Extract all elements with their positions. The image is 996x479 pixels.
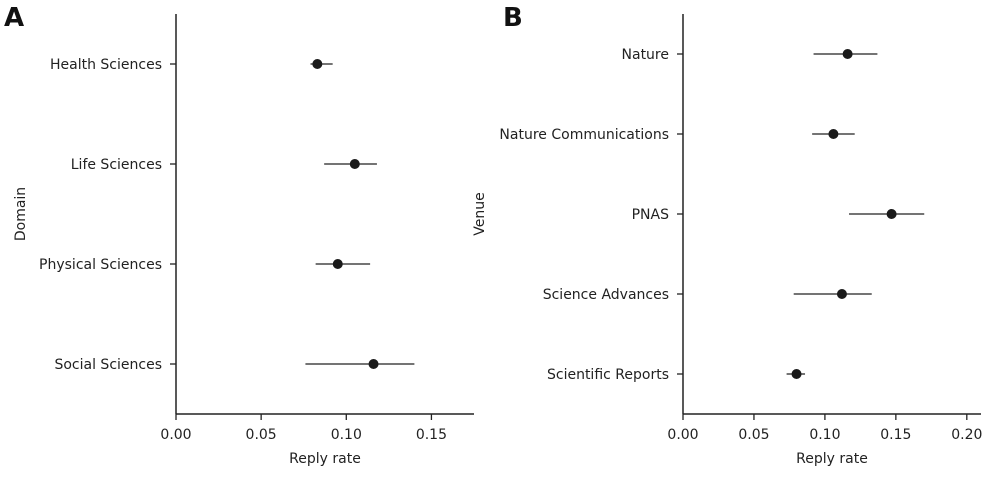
panel-b-x-tick-label: 0.10	[809, 427, 840, 443]
panel-b-x-tick-label: 0.00	[667, 427, 698, 443]
panel-a-data-point	[349, 159, 360, 169]
panel-a-letter: A	[4, 3, 24, 33]
panel-b-data-point	[886, 209, 897, 219]
panel-a-x-tick-label: 0.00	[160, 427, 191, 443]
panel-b-data-point	[836, 289, 847, 299]
panel-b-x-tick-label: 0.20	[951, 427, 982, 443]
panel-b-data-point	[842, 49, 853, 59]
panel-b-y-tick-label: Nature Communications	[499, 127, 669, 143]
panel-a-x-tick-label: 0.10	[331, 427, 362, 443]
panel-b-data-point	[828, 129, 839, 139]
panel-b-y-tick-label: PNAS	[632, 207, 669, 223]
panel-a-plot: 0.00 0.05 0.10 0.15 Health Sciences Life Scie…	[39, 14, 474, 443]
panel-a-data-point	[332, 259, 343, 269]
panel-a-x-tick-label: 0.05	[246, 427, 277, 443]
panel-a-y-tick-label: Health Sciences	[50, 57, 162, 73]
panel-a-data-point	[312, 59, 323, 69]
panel-b-data-point	[791, 369, 802, 379]
panel-a-y-tick-label: Physical Sciences	[39, 257, 162, 273]
panel-a-x-axis-label: Reply rate	[289, 451, 361, 467]
panel-a-x-tick-label: 0.15	[416, 427, 447, 443]
panel-b-letter: B	[503, 3, 523, 33]
panel-a-y-tick-label: Social Sciences	[54, 357, 162, 373]
panel-b-y-axis-label: Venue	[472, 192, 488, 235]
panel-b-y-tick-label: Nature	[622, 47, 669, 63]
panel-b-y-tick-label: Science Advances	[543, 287, 669, 303]
panel-b-y-tick-label: Scientific Reports	[547, 367, 669, 383]
panel-a-data-point	[368, 359, 379, 369]
panel-b-x-tick-label: 0.15	[880, 427, 911, 443]
panel-b-x-tick-label: 0.05	[738, 427, 769, 443]
panel-a-y-axis-label: Domain	[13, 187, 29, 241]
panel-a-y-tick-label: Life Sciences	[71, 157, 162, 173]
panel-b-plot: 0.00 0.05 0.10 0.15 0.20 Nature Nature Communi…	[499, 14, 982, 443]
panel-b-x-axis-label: Reply rate	[796, 451, 868, 467]
